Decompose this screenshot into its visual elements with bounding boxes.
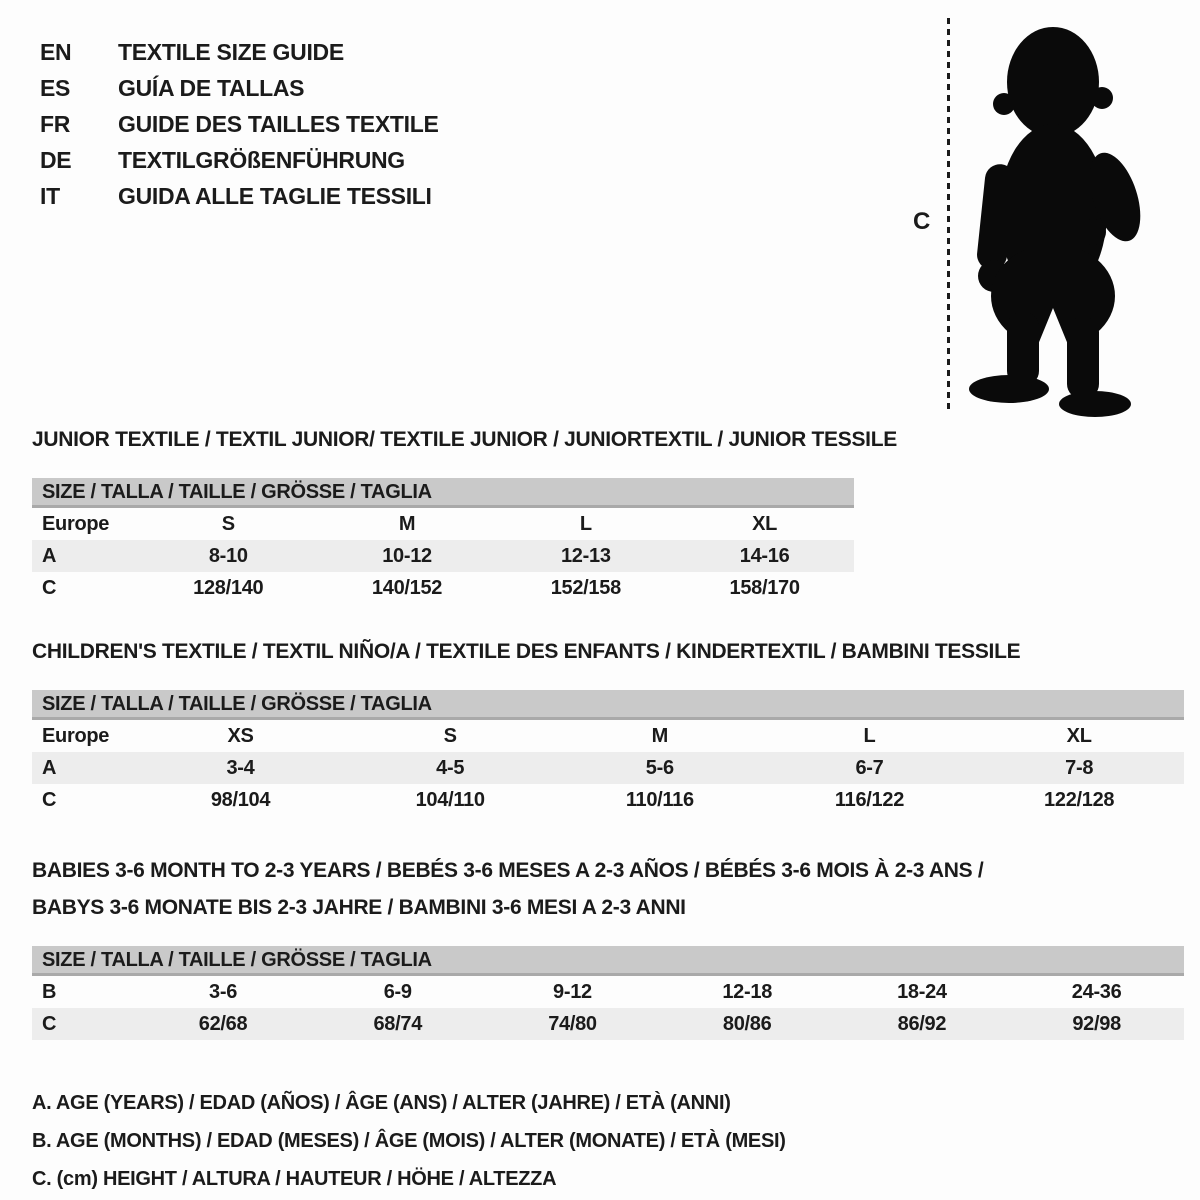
- value-cell: 92/98: [1072, 1012, 1121, 1035]
- value-cell: XL: [1066, 724, 1092, 747]
- value-cell: 3-4: [226, 756, 255, 779]
- value-cell: 6-7: [855, 756, 884, 779]
- value-cell: 74/80: [548, 1012, 597, 1035]
- table-row: B 3-6 6-9 9-12 12-18 18-24 24-36: [32, 976, 1184, 1008]
- value-cell: 12-13: [560, 544, 611, 567]
- table-row: C 128/140 140/152 152/158 158/170: [32, 572, 854, 604]
- value-cell: S: [221, 512, 235, 535]
- value-cell: 158/170: [729, 576, 801, 599]
- section-children-textile: CHILDREN'S TEXTILE / TEXTIL NIÑO/A / TEX…: [32, 640, 1184, 816]
- value-cell: 9-12: [553, 980, 592, 1003]
- value-cell: 5-6: [645, 756, 674, 779]
- value-cell: 110/116: [625, 788, 694, 811]
- legend-line-b: B. AGE (MONTHS) / EDAD (MESES) / ÂGE (MO…: [32, 1130, 786, 1152]
- guide-title: GUÍA DE TALLAS: [118, 74, 305, 101]
- language-code: FR: [40, 110, 71, 137]
- language-code: ES: [40, 74, 71, 101]
- value-cell: 10-12: [382, 544, 432, 567]
- value-cell: 68/74: [373, 1012, 423, 1035]
- value-cell: 14-16: [739, 544, 790, 567]
- value-cell: 8-10: [208, 544, 248, 567]
- size-header-bar: SIZE / TALLA / TAILLE / GRÖSSE / TAGLIA: [32, 478, 854, 508]
- value-cell: 122/128: [1044, 788, 1115, 811]
- height-measure-figure: C: [903, 12, 1183, 424]
- value-cell: 80/86: [722, 1012, 772, 1035]
- table-row: A 8-10 10-12 12-13 14-16: [32, 540, 854, 572]
- row-label-cell: A: [42, 756, 57, 779]
- children-table-wrap: SIZE / TALLA / TAILLE / GRÖSSE / TAGLIA …: [32, 690, 1184, 816]
- section-title-children: CHILDREN'S TEXTILE / TEXTIL NIÑO/A / TEX…: [32, 640, 1021, 663]
- row-label-cell: Europe: [42, 724, 110, 747]
- children-size-table: Europe XS S M L XL A 3-4 4-5 5-6 6-7 7-8 C 98/104 104/…: [32, 720, 1184, 816]
- babies-size-table: B 3-6 6-9 9-12 12-18 18-24 24-36 C 62/68 68/74 74/…: [32, 976, 1184, 1040]
- value-cell: L: [863, 724, 876, 747]
- value-cell: M: [398, 512, 416, 535]
- value-cell: 24-36: [1071, 980, 1122, 1003]
- language-row: FR GUIDE DES TAILLES TEXTILE: [40, 106, 1184, 142]
- guide-title: TEXTILE SIZE GUIDE: [118, 38, 344, 65]
- section-title-junior: JUNIOR TEXTILE / TEXTIL JUNIOR/ TEXTILE …: [32, 428, 897, 451]
- value-cell: 86/92: [897, 1012, 947, 1035]
- value-cell: 12-18: [722, 980, 773, 1003]
- section-junior-textile: JUNIOR TEXTILE / TEXTIL JUNIOR/ TEXTILE …: [32, 428, 1184, 604]
- value-cell: 152/158: [550, 576, 622, 599]
- language-code: IT: [40, 182, 60, 209]
- language-code: DE: [40, 146, 72, 173]
- row-label-cell: C: [42, 788, 57, 811]
- toddler-silhouette-icon: [969, 27, 1141, 417]
- row-label-cell: C: [42, 1012, 57, 1035]
- language-title-list: EN TEXTILE SIZE GUIDE ES GUÍA DE TALLAS …: [32, 0, 1184, 214]
- babies-table-wrap: SIZE / TALLA / TAILLE / GRÖSSE / TAGLIA …: [32, 946, 1184, 1040]
- row-label-cell: B: [42, 980, 57, 1003]
- section-babies-textile: BABIES 3-6 MONTH TO 2-3 YEARS / BEBÉS 3-…: [32, 852, 1184, 1040]
- value-cell: 98/104: [210, 788, 271, 811]
- table-row: Europe S M L XL: [32, 508, 854, 540]
- junior-size-table: Europe S M L XL A 8-10 10-12 12-13 14-16 C 128/140 1…: [32, 508, 854, 604]
- language-row: IT GUIDA ALLE TAGLIE TESSILI: [40, 178, 1184, 214]
- value-cell: S: [443, 724, 457, 747]
- value-cell: M: [651, 724, 669, 747]
- value-cell: 116/122: [834, 788, 905, 811]
- height-measure-label: C: [913, 208, 931, 235]
- guide-title: GUIDA ALLE TAGLIE TESSILI: [118, 182, 432, 209]
- size-header-bar: SIZE / TALLA / TAILLE / GRÖSSE / TAGLIA: [32, 690, 1184, 720]
- legend-line-a: A. AGE (YEARS) / EDAD (AÑOS) / ÂGE (ANS)…: [32, 1092, 731, 1114]
- language-row: DE TEXTILGRÖßENFÜHRUNG: [40, 142, 1184, 178]
- value-cell: 3-6: [209, 980, 238, 1003]
- value-cell: 18-24: [897, 980, 947, 1003]
- section-title-babies-line1: BABIES 3-6 MONTH TO 2-3 YEARS / BEBÉS 3-…: [32, 859, 984, 882]
- value-cell: XS: [227, 724, 254, 747]
- table-row: C 62/68 68/74 74/80 80/86 86/92 92/98: [32, 1008, 1184, 1040]
- height-dotted-line-icon: [947, 18, 950, 414]
- row-label-cell: A: [42, 544, 57, 567]
- value-cell: 7-8: [1065, 756, 1094, 779]
- value-cell: 104/110: [415, 788, 485, 811]
- value-cell: 4-5: [436, 756, 465, 779]
- value-cell: XL: [752, 512, 778, 535]
- guide-title: TEXTILGRÖßENFÜHRUNG: [118, 146, 405, 173]
- language-code: EN: [40, 38, 72, 65]
- language-row: EN TEXTILE SIZE GUIDE: [40, 34, 1184, 70]
- table-row: A 3-4 4-5 5-6 6-7 7-8: [32, 752, 1184, 784]
- value-cell: L: [579, 512, 592, 535]
- row-label-cell: C: [42, 576, 57, 599]
- value-cell: 62/68: [198, 1012, 248, 1035]
- size-header-bar: SIZE / TALLA / TAILLE / GRÖSSE / TAGLIA: [32, 946, 1184, 976]
- value-cell: 128/140: [193, 576, 264, 599]
- table-row: C 98/104 104/110 110/116 116/122 122/128: [32, 784, 1184, 816]
- value-cell: 140/152: [371, 576, 443, 599]
- guide-title: GUIDE DES TAILLES TEXTILE: [118, 110, 439, 137]
- junior-table-wrap: SIZE / TALLA / TAILLE / GRÖSSE / TAGLIA …: [32, 478, 854, 604]
- table-row: Europe XS S M L XL: [32, 720, 1184, 752]
- legend-line-c: C. (cm) HEIGHT / ALTURA / HAUTEUR / HÖHE…: [32, 1168, 557, 1190]
- legend: A. AGE (YEARS) / EDAD (AÑOS) / ÂGE (ANS)…: [32, 1084, 1184, 1198]
- language-row: ES GUÍA DE TALLAS: [40, 70, 1184, 106]
- header: EN TEXTILE SIZE GUIDE ES GUÍA DE TALLAS …: [32, 0, 1184, 428]
- section-title-babies-line2: BABYS 3-6 MONATE BIS 2-3 JAHRE / BAMBINI…: [32, 896, 686, 919]
- row-label-cell: Europe: [42, 512, 110, 535]
- value-cell: 6-9: [383, 980, 412, 1003]
